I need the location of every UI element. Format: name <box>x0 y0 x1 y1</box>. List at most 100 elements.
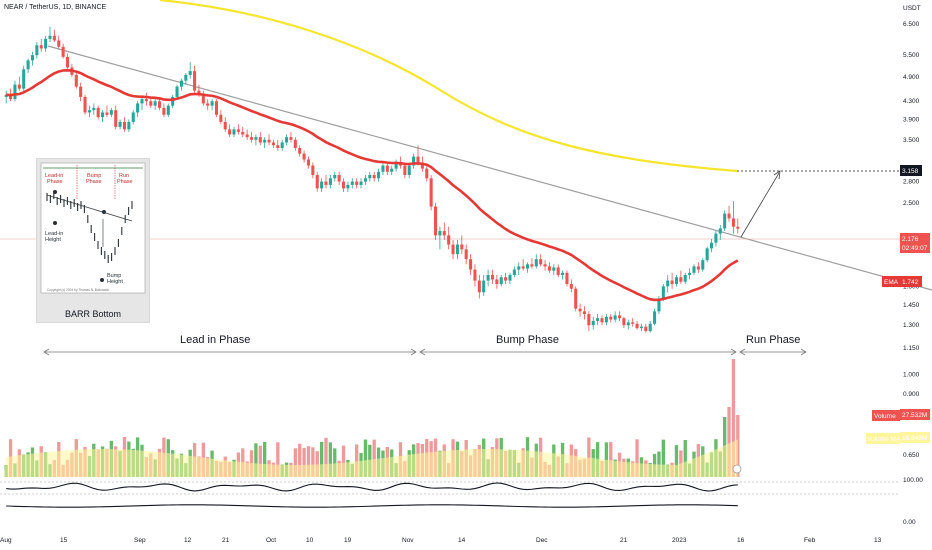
candle-body <box>512 269 516 275</box>
candle-body <box>214 101 219 115</box>
candle-body <box>114 110 118 127</box>
candle-body <box>359 181 363 185</box>
ema-label: EMA <box>884 279 899 286</box>
inset-caption: BARR Bottom <box>64 309 122 319</box>
candle-body <box>543 264 547 267</box>
candle-body <box>74 74 78 87</box>
inset-bump-label: Bump <box>87 173 101 179</box>
indicator-tick-label: 0.00 <box>903 519 916 526</box>
inset-marker <box>53 190 57 194</box>
candle-body <box>249 137 254 140</box>
candle-body <box>48 35 52 39</box>
candle-body <box>30 55 35 61</box>
candle-body <box>591 320 595 326</box>
candle-body <box>162 107 166 115</box>
lead-in-phase-arrow-head <box>43 348 50 356</box>
candle-body <box>206 103 210 106</box>
candle-body <box>473 269 477 281</box>
candle-body <box>276 145 280 148</box>
volume-bar <box>263 441 267 477</box>
last-price-badge-bg <box>900 233 930 244</box>
ema-line <box>6 69 739 302</box>
candle-body <box>521 266 525 269</box>
candle-body <box>613 315 617 320</box>
indicator-line <box>6 482 738 492</box>
price-tick-label: 4.300 <box>903 98 920 105</box>
candle-body <box>350 181 354 185</box>
volume-bar <box>328 442 333 477</box>
time-tick-label: 21 <box>620 537 628 544</box>
candle-body <box>346 184 350 189</box>
run-phase-arrow-head <box>800 348 807 356</box>
volume-bar <box>276 442 280 477</box>
candle-body <box>499 277 503 285</box>
candle-body <box>171 96 175 106</box>
candle-body <box>622 318 626 326</box>
candle-body <box>267 139 271 143</box>
candle-body <box>245 134 249 138</box>
candle-body <box>635 323 639 329</box>
volume-ma-label: Volume MA <box>867 436 901 443</box>
candle-body <box>407 165 411 175</box>
countdown-badge-bg <box>900 242 930 253</box>
volume-value-badge: 27.532M <box>902 412 927 419</box>
candle-body <box>609 316 613 320</box>
candle-body <box>258 137 262 143</box>
candle-body <box>644 326 648 332</box>
candle-body <box>394 162 398 169</box>
volume-bar <box>372 439 376 477</box>
candle-body <box>683 274 687 282</box>
candle-body <box>355 181 359 185</box>
candle-body <box>420 162 424 169</box>
long-ma-path <box>159 0 738 173</box>
candle-body <box>122 121 127 130</box>
volume-bar <box>258 445 262 477</box>
run-phase-arrow-head <box>739 348 746 356</box>
candle-body <box>604 316 608 323</box>
candle-body <box>175 86 179 97</box>
candle-body <box>639 326 643 329</box>
candle-body <box>320 181 324 189</box>
candle-body <box>210 101 214 106</box>
candle-body <box>219 114 223 122</box>
candle-body <box>723 213 727 229</box>
candle-body <box>534 259 538 267</box>
candle-body <box>574 288 578 309</box>
time-tick-label: 12 <box>184 537 192 544</box>
lead-in-phase-arrow-head <box>410 348 417 356</box>
inset-trendline <box>46 194 133 222</box>
candle-body <box>714 233 718 243</box>
volume-bar <box>635 439 639 477</box>
time-tick-label: 10 <box>306 537 314 544</box>
inset-marker <box>53 221 57 225</box>
price-tick-label: 2.800 <box>903 179 920 186</box>
candle-body <box>166 105 170 115</box>
time-tick-label: 21 <box>222 537 230 544</box>
candle-body <box>79 86 83 97</box>
candle-body <box>96 107 100 118</box>
candle-body <box>705 248 709 261</box>
candle-body <box>61 46 65 57</box>
candle-body <box>57 40 61 47</box>
long-moving-average-line <box>159 0 738 173</box>
candle-body <box>328 178 332 185</box>
candle-body <box>35 45 39 56</box>
candle-body <box>688 272 692 275</box>
time-tick-label: 15 <box>60 537 68 544</box>
candle-body <box>517 266 521 270</box>
candle-body <box>363 178 367 182</box>
candle-body <box>293 139 297 148</box>
candle-body <box>709 242 714 249</box>
candle-body <box>556 267 560 275</box>
candle-body <box>477 280 481 293</box>
price-axis: 6.500 5.500 4.900 4.300 3.900 3.500 2.800 2.500… <box>903 5 923 526</box>
volume-bar <box>604 442 609 477</box>
candle-body <box>539 259 543 265</box>
time-tick-label: Sep <box>134 537 146 544</box>
volume-bar <box>731 359 736 477</box>
inset-lead-in-label: Lead-in <box>45 173 63 179</box>
candle-body <box>372 174 376 179</box>
price-badges: 3.158 2.176 02:49:07 EMA 1.742 Volume 27.532M V… <box>732 165 930 474</box>
candle-body <box>127 121 131 130</box>
